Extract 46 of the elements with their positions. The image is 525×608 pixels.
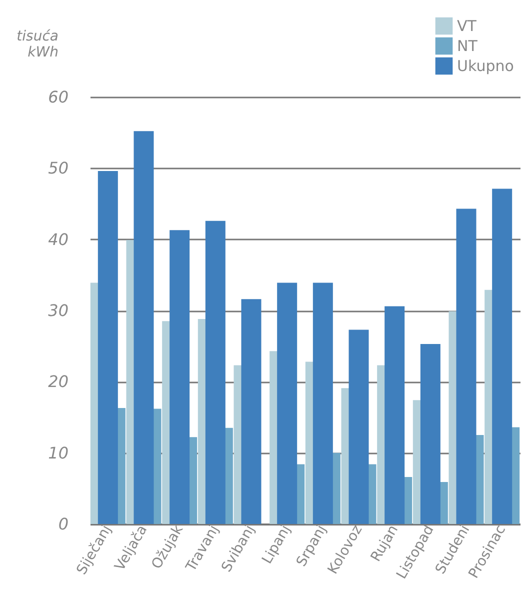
bar xyxy=(440,482,448,524)
bar xyxy=(198,319,206,524)
bar xyxy=(348,330,369,524)
bar xyxy=(341,388,350,524)
legend-label: VT xyxy=(457,17,478,35)
bar xyxy=(277,282,298,524)
bar xyxy=(205,220,226,524)
bar xyxy=(456,208,476,524)
bar xyxy=(189,437,198,524)
bar xyxy=(377,365,386,524)
bar xyxy=(170,230,190,524)
bar xyxy=(117,408,126,524)
bar xyxy=(270,351,278,524)
bar xyxy=(492,188,512,524)
y-tick-label: 20 xyxy=(48,372,68,392)
legend-label: Ukupno xyxy=(457,57,514,75)
y-tick-label: 40 xyxy=(48,230,68,249)
y-axis-title: tisuća kWh xyxy=(16,28,58,60)
bar xyxy=(420,344,440,524)
bar xyxy=(153,408,162,524)
bar xyxy=(224,428,233,524)
bar xyxy=(296,464,305,524)
bar xyxy=(90,282,98,524)
bar xyxy=(126,240,134,524)
legend-label: NT xyxy=(457,37,478,55)
y-tick-label: 10 xyxy=(48,443,68,462)
y-tick-label: 30 xyxy=(48,301,68,320)
y-tick-label: 60 xyxy=(48,88,68,106)
bar xyxy=(241,299,262,524)
bar xyxy=(404,477,412,524)
bar xyxy=(412,400,421,524)
bar xyxy=(448,311,457,524)
bar xyxy=(332,452,340,524)
bar xyxy=(162,321,170,524)
bar xyxy=(484,290,493,524)
bar xyxy=(368,464,376,524)
bar xyxy=(234,365,242,524)
bar xyxy=(305,362,314,524)
y-tick-label: 0 xyxy=(58,514,68,534)
bar xyxy=(98,171,118,524)
bar xyxy=(476,435,484,524)
bar xyxy=(512,427,520,524)
bar xyxy=(384,306,405,524)
bar xyxy=(312,282,333,524)
y-tick-label: 50 xyxy=(48,158,68,178)
bar xyxy=(134,131,154,524)
